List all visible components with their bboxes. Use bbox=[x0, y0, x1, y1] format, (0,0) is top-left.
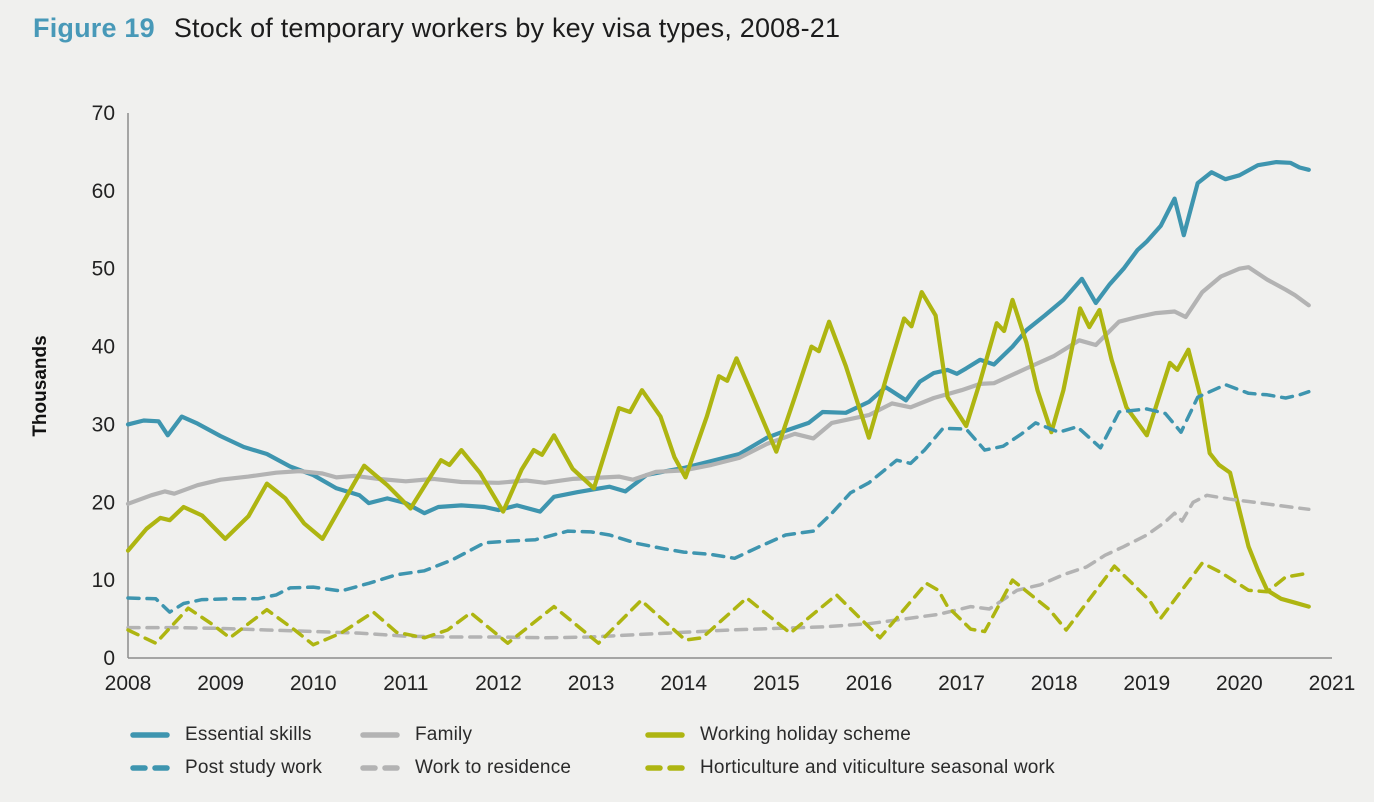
legend-swatch-solid-line-icon bbox=[130, 732, 170, 738]
y-tick-label: 0 bbox=[103, 647, 115, 670]
x-tick-label: 2008 bbox=[105, 672, 152, 695]
x-tick-label: 2016 bbox=[846, 672, 893, 695]
x-tick-label: 2020 bbox=[1216, 672, 1263, 695]
x-tick-label: 2012 bbox=[475, 672, 522, 695]
figure-number-label: Figure 19 bbox=[33, 13, 155, 43]
legend-item-working-holiday-scheme: Working holiday scheme bbox=[645, 724, 1055, 746]
chart-legend: Essential skills Family Working holiday sc… bbox=[130, 724, 1055, 779]
line-horticulture-and-viticulture-seasonal-work bbox=[126, 561, 1311, 647]
legend-swatch-solid-line-icon bbox=[360, 732, 400, 738]
x-tick-label: 2013 bbox=[568, 672, 615, 695]
line-essential-skills bbox=[125, 160, 1311, 516]
legend-label: Work to residence bbox=[415, 757, 572, 778]
y-axis-title: Thousands bbox=[30, 335, 51, 436]
legend-swatch-dashed-line-icon bbox=[645, 765, 685, 771]
y-tick-label: 60 bbox=[92, 180, 115, 203]
x-tick-label: 2019 bbox=[1123, 672, 1170, 695]
y-tick-label: 30 bbox=[92, 413, 115, 436]
y-tick-label: 20 bbox=[92, 491, 115, 514]
line-working-holiday-scheme bbox=[125, 290, 1311, 609]
y-tick-label: 10 bbox=[92, 569, 115, 592]
x-tick-label: 2011 bbox=[383, 672, 428, 695]
legend-item-essential-skills: Essential skills bbox=[130, 724, 360, 746]
legend-item-work-to-residence: Work to residence bbox=[360, 757, 645, 779]
legend-item-horticulture-and-viticulture-seasonal-work: Horticulture and viticulture seasonal wo… bbox=[645, 757, 1055, 779]
y-tick-label: 70 bbox=[92, 102, 115, 125]
legend-label: Family bbox=[415, 724, 473, 745]
legend-label: Post study work bbox=[185, 757, 323, 778]
legend-swatch-solid-line-icon bbox=[645, 732, 685, 738]
legend-label: Horticulture and viticulture seasonal wo… bbox=[700, 757, 1055, 778]
legend-item-family: Family bbox=[360, 724, 645, 746]
x-tick-label: 2015 bbox=[753, 672, 800, 695]
x-tick-label: 2010 bbox=[290, 672, 337, 695]
line-post-study-work bbox=[126, 382, 1311, 614]
legend-label: Essential skills bbox=[185, 724, 312, 745]
legend-label: Working holiday scheme bbox=[700, 724, 912, 745]
x-tick-label: 2017 bbox=[938, 672, 985, 695]
x-tick-label: 2014 bbox=[660, 672, 707, 695]
page-title: Stock of temporary workers by key visa t… bbox=[173, 13, 841, 43]
y-tick-label: 40 bbox=[92, 336, 115, 359]
x-tick-label: 2009 bbox=[197, 672, 244, 695]
figure-header: Figure 19 Stock of temporary workers by … bbox=[33, 13, 840, 44]
x-tick-label: 2018 bbox=[1031, 672, 1078, 695]
legend-swatch-dashed-line-icon bbox=[130, 765, 170, 771]
y-tick-label: 50 bbox=[92, 258, 115, 281]
line-work-to-residence bbox=[126, 493, 1311, 640]
legend-swatch-dashed-line-icon bbox=[360, 765, 400, 771]
line-family bbox=[125, 265, 1311, 506]
legend-item-post-study-work: Post study work bbox=[130, 757, 360, 779]
x-tick-label: 2021 bbox=[1309, 672, 1356, 695]
